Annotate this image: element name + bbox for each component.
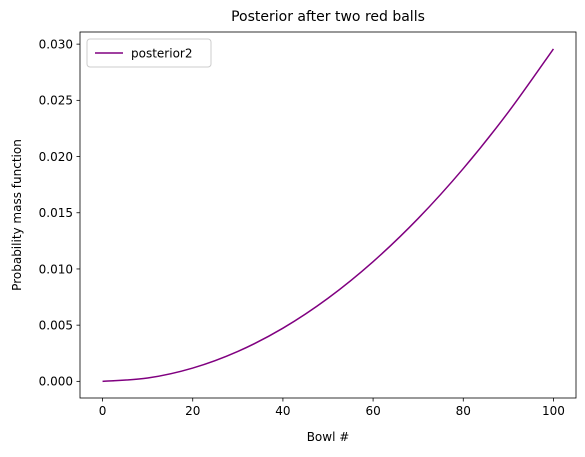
plot-frame xyxy=(79,31,577,399)
y-tick-label: 0.020 xyxy=(39,150,73,164)
series-line-posterior2 xyxy=(102,48,555,383)
y-tick-label: 0.010 xyxy=(39,262,73,276)
x-tick-label: 40 xyxy=(275,404,290,418)
y-axis-label: Probability mass function xyxy=(10,139,24,291)
x-tick-label: 100 xyxy=(542,404,565,418)
y-tick-label: 0.015 xyxy=(39,206,73,220)
y-tick-label: 0.030 xyxy=(39,37,73,51)
series-layer xyxy=(102,48,555,383)
x-tick-label: 60 xyxy=(365,404,380,418)
chart-title: Posterior after two red balls xyxy=(231,9,425,25)
y-tick-label: 0.025 xyxy=(39,94,73,108)
x-tick-label: 20 xyxy=(185,404,200,418)
legend-box xyxy=(86,38,212,68)
ticks-layer: 0 20 40 60 80 100 0.000 0.005 0.010 0.015 0.020 0.0… xyxy=(39,37,565,418)
x-tick-label: 80 xyxy=(456,404,471,418)
x-axis-label: Bowl # xyxy=(307,430,350,444)
y-tick-label: 0.000 xyxy=(39,375,73,389)
y-tick-label: 0.005 xyxy=(39,318,73,332)
x-tick-label: 0 xyxy=(99,404,107,418)
legend-label-posterior2: posterior2 xyxy=(131,47,192,61)
legend: posterior2 xyxy=(86,38,212,68)
